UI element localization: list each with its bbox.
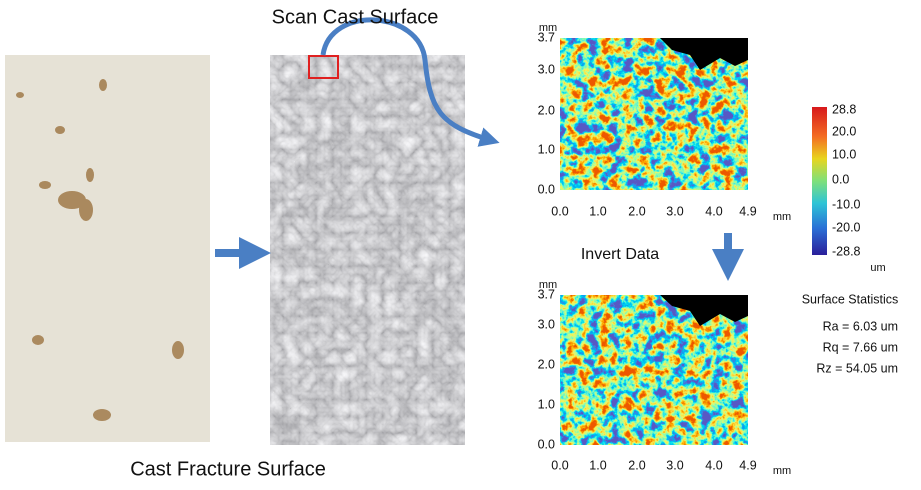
y-tick-label: 0.0 <box>538 182 555 196</box>
invert-label: Invert Data <box>581 246 659 263</box>
x-tick-label: 2.0 <box>628 458 645 472</box>
colorbar-tick-label: -10.0 <box>832 197 861 211</box>
surface-map <box>560 38 748 190</box>
y-tick-label: 0.0 <box>538 437 555 451</box>
colorbar-tick-label: 28.8 <box>832 102 856 116</box>
scan-label: Scan Cast Surface <box>272 6 439 28</box>
x-tick-label: 4.9 <box>739 204 756 218</box>
x-tick-label: 4.0 <box>705 204 722 218</box>
x-tick-label: 0.0 <box>551 458 568 472</box>
x-tick-label: 0.0 <box>551 204 568 218</box>
x-tick-label: 1.0 <box>589 458 606 472</box>
y-tick-label: 3.0 <box>538 62 555 76</box>
surface-map <box>560 295 748 445</box>
colorbar-tick-label: 0.0 <box>832 172 849 186</box>
stat-line: Rq = 7.66 um <box>823 340 898 354</box>
colorbar-tick-label: -20.0 <box>832 220 861 234</box>
fracture-label: Cast Fracture Surface <box>130 458 326 480</box>
cast-photo <box>270 55 465 445</box>
y-tick-label: 2.0 <box>538 103 555 117</box>
x-unit: mm <box>773 211 791 223</box>
page: {"labels": {"scan": "Scan Cast Surface",… <box>0 0 921 485</box>
x-tick-label: 4.0 <box>705 458 722 472</box>
y-unit: mm <box>539 22 557 34</box>
stats-title: Surface Statistics <box>802 292 899 306</box>
fracture-photo <box>5 55 210 442</box>
y-tick-label: 3.0 <box>538 317 555 331</box>
colorbar-tick-label: 10.0 <box>832 147 856 161</box>
stat-line: Ra = 6.03 um <box>823 319 898 333</box>
x-unit: mm <box>773 465 791 477</box>
y-tick-label: 1.0 <box>538 142 555 156</box>
colorbar <box>812 107 827 255</box>
figure: Scan Cast Surface Cast Fracture Surface … <box>0 0 921 485</box>
stat-line: Rz = 54.05 um <box>816 361 898 375</box>
x-tick-label: 3.0 <box>666 458 683 472</box>
x-tick-label: 2.0 <box>628 204 645 218</box>
colorbar-tick-label: 20.0 <box>832 124 856 138</box>
y-tick-label: 2.0 <box>538 357 555 371</box>
x-tick-label: 3.0 <box>666 204 683 218</box>
colorbar-unit: um <box>870 262 885 274</box>
x-tick-label: 1.0 <box>589 204 606 218</box>
colorbar-tick-label: -28.8 <box>832 244 861 258</box>
y-unit: mm <box>539 279 557 291</box>
x-tick-label: 4.9 <box>739 458 756 472</box>
y-tick-label: 1.0 <box>538 397 555 411</box>
